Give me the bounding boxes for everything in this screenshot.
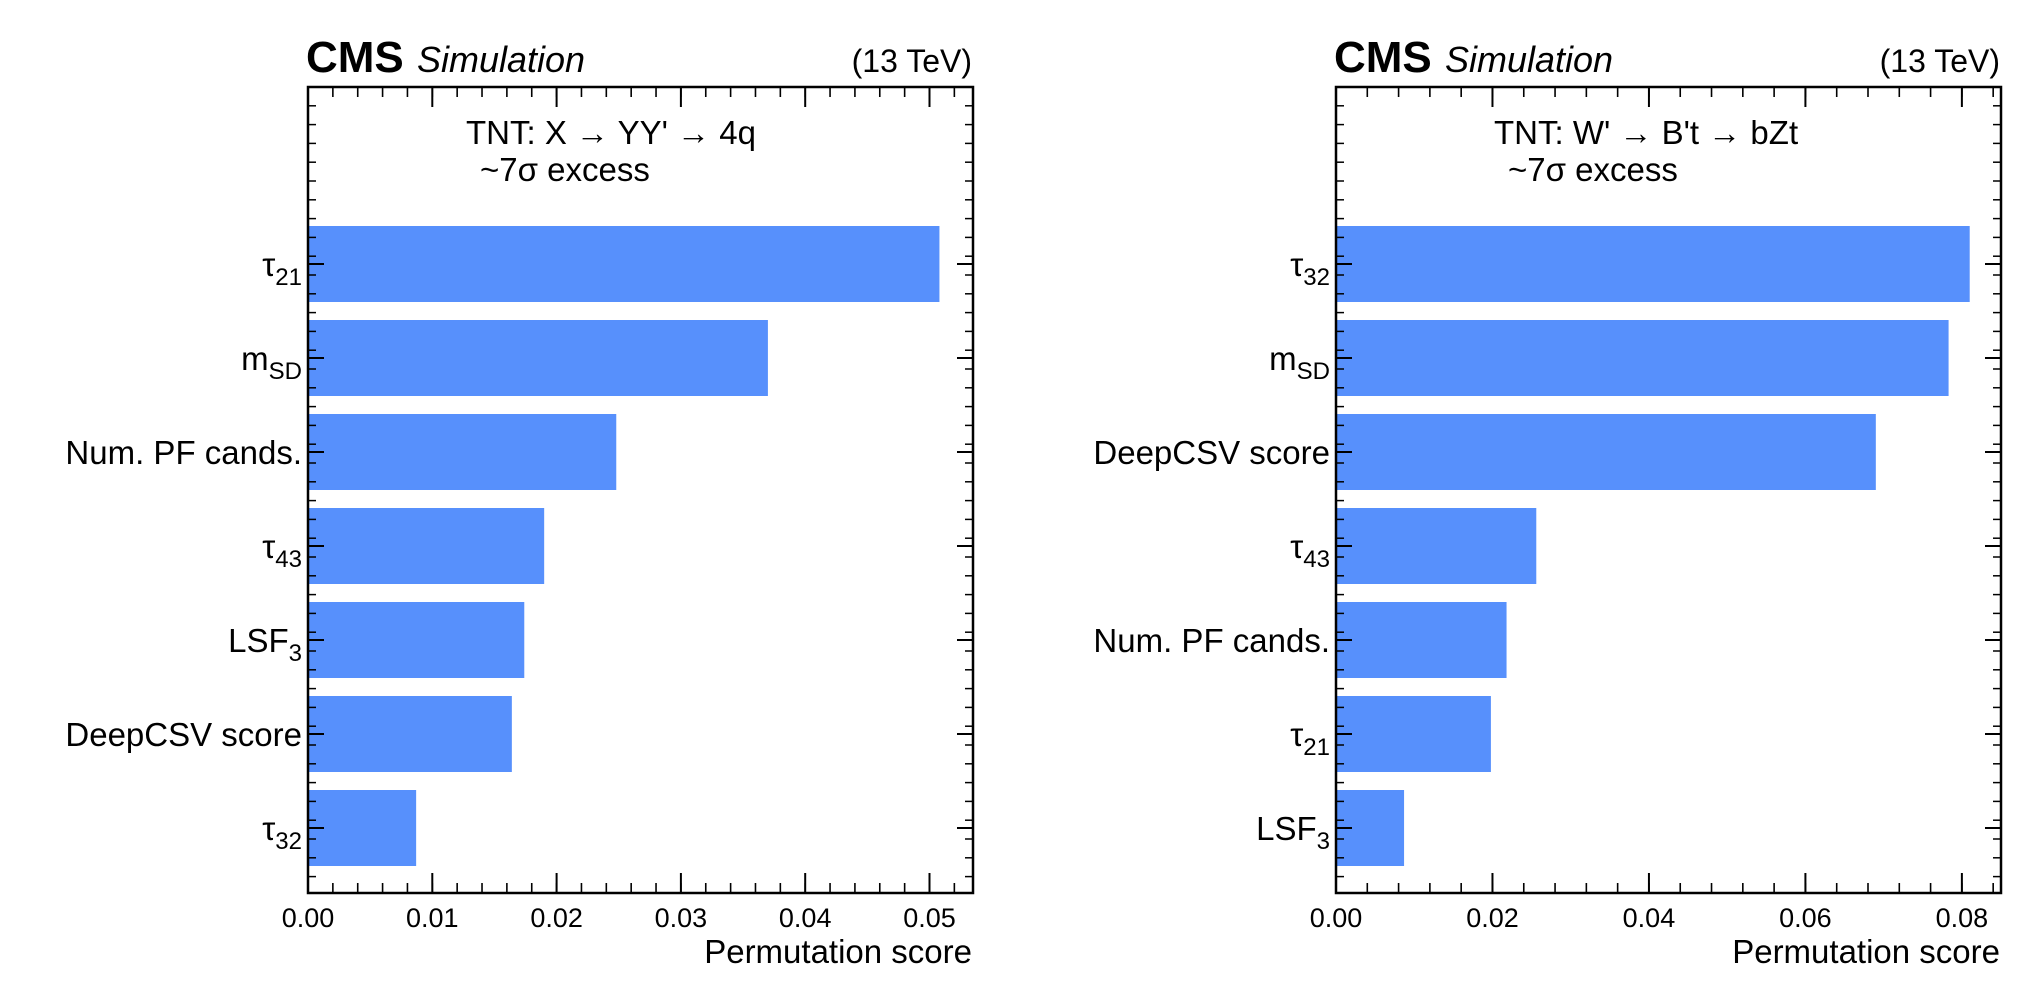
bar [1336, 320, 1949, 396]
category-label: τ32 [262, 810, 302, 855]
category-label: mSD [241, 340, 302, 385]
x-tick-label: 0.00 [1310, 903, 1363, 933]
category-label: Num. PF cands. [65, 434, 302, 471]
category-label: τ43 [262, 528, 302, 573]
x-tick-label: 0.04 [779, 903, 832, 933]
x-tick-label: 0.02 [1466, 903, 1519, 933]
bar [1336, 602, 1507, 678]
x-tick-label: 0.05 [903, 903, 956, 933]
bar-group [1336, 226, 1970, 866]
bar [308, 696, 512, 772]
category-labels: τ32 mSD DeepCSV score τ43 Num. PF cands. τ21 L… [1093, 246, 1330, 855]
annotation-process: TNT: W' → B't → bZt [1494, 114, 1798, 151]
bar [308, 508, 545, 584]
bar [308, 414, 617, 490]
x-axis-label: Permutation score [704, 933, 972, 970]
x-tick-label: 0.03 [655, 903, 708, 933]
annotation-significance: ~7σ excess [480, 151, 650, 188]
category-label: Num. PF cands. [1093, 622, 1330, 659]
chart-panel-right: CMS Simulation (13 TeV) TNT: W' → B't → … [1093, 33, 2003, 970]
experiment-label: CMS [306, 33, 404, 82]
category-label: mSD [1269, 340, 1330, 385]
category-label: LSF3 [228, 622, 302, 667]
bar [308, 790, 417, 866]
energy-label: (13 TeV) [1880, 43, 2000, 79]
bar [308, 226, 940, 302]
x-tick-label: 0.02 [530, 903, 583, 933]
x-tick-label: 0.04 [1623, 903, 1676, 933]
category-label: DeepCSV score [1093, 434, 1330, 471]
chart-panel-left: CMS Simulation (13 TeV) TNT: X → YY' → 4… [65, 33, 975, 970]
bar [1336, 226, 1970, 302]
bar [1336, 414, 1876, 490]
plot-frame [306, 85, 975, 895]
x-tick-label: 0.06 [1779, 903, 1832, 933]
bar [1336, 508, 1537, 584]
axis-ticks: 0.00 0.02 0.04 0.06 0.08 [1310, 87, 2001, 933]
status-label: Simulation [417, 39, 585, 80]
annotation-process: TNT: X → YY' → 4q [466, 114, 756, 151]
energy-label: (13 TeV) [852, 43, 972, 79]
category-labels: τ21 mSD Num. PF cands. τ43 LSF3 DeepCSV score… [65, 246, 302, 855]
bar [308, 320, 768, 396]
plot-frame [1334, 85, 2003, 895]
category-label: τ21 [1290, 716, 1330, 761]
bar [1336, 696, 1491, 772]
experiment-label: CMS [1334, 33, 1432, 82]
x-tick-label: 0.00 [282, 903, 335, 933]
status-label: Simulation [1445, 39, 1613, 80]
axis-ticks: 0.00 0.01 0.02 0.03 0.04 0.05 [282, 87, 973, 933]
annotation-significance: ~7σ excess [1508, 151, 1678, 188]
x-tick-label: 0.01 [406, 903, 459, 933]
bar [308, 602, 525, 678]
category-label: τ32 [1290, 246, 1330, 291]
category-label: τ21 [262, 246, 302, 291]
bar-group [308, 226, 940, 866]
category-label: LSF3 [1256, 810, 1330, 855]
category-label: τ43 [1290, 528, 1330, 573]
x-axis-label: Permutation score [1732, 933, 2000, 970]
x-tick-label: 0.08 [1936, 903, 1989, 933]
category-label: DeepCSV score [65, 716, 302, 753]
